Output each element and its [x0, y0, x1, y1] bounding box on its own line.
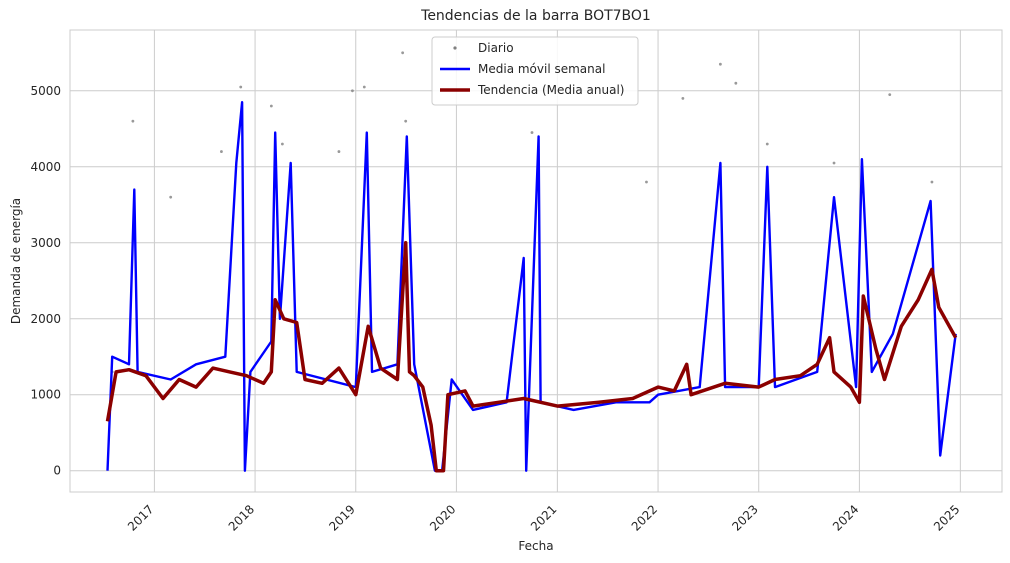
legend-marker-daily: [453, 46, 457, 50]
y-axis-label: Demanda de energía: [9, 198, 23, 324]
y-tick-label: 5000: [30, 84, 61, 98]
y-tick-label: 4000: [30, 160, 61, 174]
daily-point: [681, 96, 685, 100]
series-layer: [105, 51, 958, 473]
daily-point: [734, 81, 738, 85]
daily-point: [530, 131, 534, 134]
daily-point: [765, 142, 769, 146]
legend-box: [431, 36, 639, 106]
plot-area: [69, 29, 1003, 493]
daily-point: [401, 51, 405, 55]
legend-label-daily: Diario: [478, 41, 514, 55]
daily-point: [239, 85, 243, 89]
legend-label-weekly: Media móvil semanal: [478, 62, 605, 76]
series-trend-line: [105, 241, 958, 473]
daily-point: [337, 150, 341, 153]
daily-point: [269, 104, 273, 108]
x-axis-label: Fecha: [518, 539, 553, 553]
daily-point: [220, 150, 223, 153]
series-weekly-line: [106, 101, 957, 472]
legend: Diario Media móvil semanal Tendencia (Me…: [431, 36, 639, 106]
daily-point: [645, 180, 648, 184]
daily-point: [169, 195, 173, 199]
daily-point: [930, 180, 934, 184]
daily-point: [131, 119, 135, 123]
daily-point: [362, 85, 366, 89]
daily-point: [280, 142, 284, 146]
daily-point: [832, 161, 836, 165]
y-tick-label: 1000: [30, 388, 61, 402]
daily-point: [888, 93, 892, 96]
y-tick-label: 3000: [30, 236, 61, 250]
daily-point: [351, 89, 354, 93]
daily-point: [718, 62, 722, 66]
y-tick-label: 2000: [30, 312, 61, 326]
y-tick-label: 0: [53, 464, 61, 478]
legend-label-trend: Tendencia (Media anual): [477, 83, 624, 97]
daily-point: [404, 119, 408, 123]
chart-title: Tendencias de la barra BOT7BO1: [420, 8, 651, 24]
